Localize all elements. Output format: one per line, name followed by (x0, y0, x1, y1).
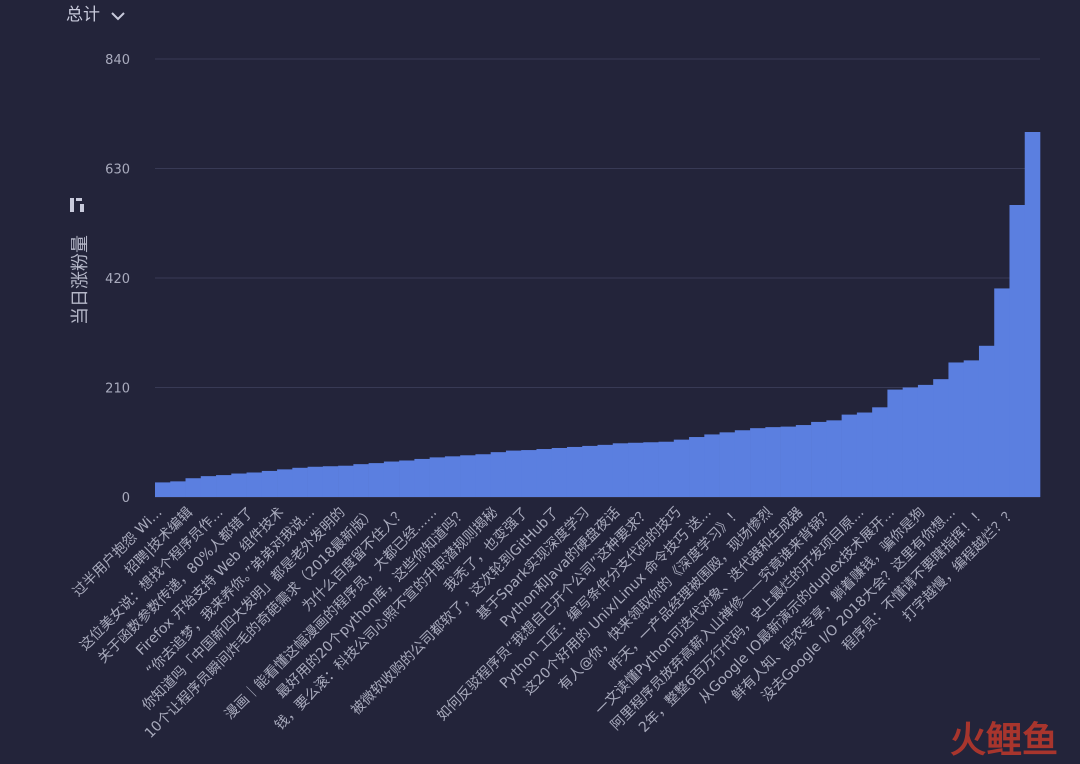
y-tick-label: 840 (105, 53, 130, 68)
total-selector[interactable]: 总计 (66, 5, 100, 25)
bar (246, 472, 263, 497)
bar (963, 360, 980, 497)
bar (566, 446, 583, 497)
bar (505, 450, 522, 497)
bar (277, 469, 293, 497)
bar (338, 465, 354, 497)
bar (643, 442, 659, 497)
y-tick-label: 420 (105, 272, 130, 287)
bar (1024, 132, 1041, 497)
bar (322, 466, 339, 497)
bar (673, 439, 690, 497)
bar (795, 425, 812, 497)
bar (292, 467, 308, 497)
watermark: 火鲤鱼 (950, 720, 1058, 761)
bar (841, 414, 858, 497)
bar (689, 437, 705, 497)
y-axis-icon (70, 198, 84, 212)
bar (917, 384, 934, 497)
chevron[interactable] (111, 12, 125, 21)
bar (231, 473, 247, 497)
bar (750, 428, 766, 497)
bar (582, 445, 598, 497)
bar (414, 458, 430, 497)
y-tick-label: 630 (105, 163, 130, 178)
y-axis-label: 当日涨粉量 (70, 235, 91, 325)
bar (948, 362, 965, 497)
bar (765, 427, 781, 497)
bar (612, 443, 629, 497)
bar (597, 444, 614, 497)
bar (200, 476, 217, 497)
bar (811, 421, 827, 497)
bar (429, 457, 446, 497)
bar (872, 407, 888, 497)
y-tick-label: 0 (122, 491, 130, 506)
bar (216, 475, 232, 497)
bar (399, 460, 415, 497)
bar (978, 345, 995, 497)
bar (902, 387, 919, 497)
bar (887, 389, 903, 497)
bar (658, 441, 675, 497)
bar (994, 288, 1010, 497)
bar (460, 455, 476, 497)
bar (368, 463, 385, 497)
y-tick-label: 210 (105, 382, 130, 397)
bar (353, 464, 369, 497)
bar (719, 432, 736, 497)
bar (704, 434, 720, 497)
bar (1009, 205, 1026, 497)
bar (826, 420, 842, 497)
bar (933, 379, 949, 497)
bar (185, 478, 202, 497)
bar (475, 454, 491, 497)
bar (628, 442, 644, 497)
bar (734, 430, 751, 497)
bar (383, 461, 400, 497)
bar (307, 466, 324, 497)
bar (856, 412, 873, 497)
bar (155, 482, 171, 497)
bar (261, 470, 278, 497)
bar (536, 449, 553, 497)
bar (521, 450, 537, 497)
bar (780, 426, 797, 497)
bar (170, 481, 186, 497)
bar (490, 452, 507, 497)
bar (551, 447, 568, 497)
bar (444, 456, 461, 497)
